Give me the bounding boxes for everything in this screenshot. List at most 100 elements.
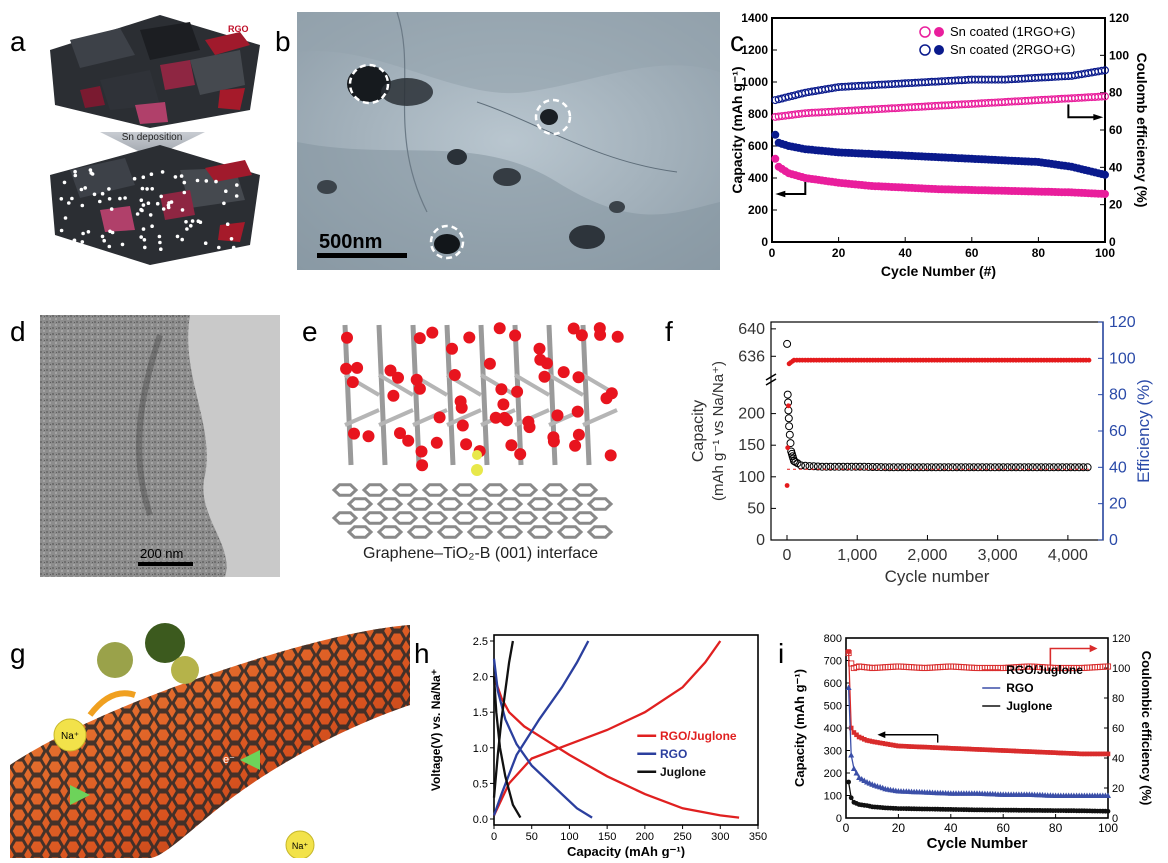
oxygen-atom (495, 383, 508, 396)
sn-particle-dot (217, 245, 221, 250)
panel-a-schematic: RGO Sn deposition (40, 10, 265, 272)
panel-b-tem-image: 500nm (297, 12, 720, 270)
oxygen-atom (605, 387, 618, 400)
fruit-icon (171, 656, 199, 684)
x-tick-label: 200 (636, 831, 654, 843)
data-point (1101, 170, 1110, 179)
data-point (943, 745, 948, 751)
legend-marker-filled (934, 45, 944, 55)
graphene-ring (556, 497, 584, 511)
rgo-sheets-illustration: RGO Sn deposition (50, 15, 260, 265)
y-tick-label: 0.0 (473, 814, 488, 826)
legend-label: Juglone (660, 765, 706, 779)
data-point (1097, 751, 1103, 757)
y-tick-label: 2.5 (473, 636, 488, 648)
graphene-ring (406, 525, 434, 539)
y-tick-label: 800 (824, 633, 842, 645)
capacity-point (906, 463, 915, 472)
scalebar-label: 200 nm (140, 546, 183, 561)
capacity-point (919, 463, 928, 472)
capacity-point (923, 463, 932, 472)
y2-tick-label: 80 (1109, 86, 1123, 100)
sn-particle-dot (107, 187, 111, 191)
sn-particle-dot (149, 172, 154, 176)
x-axis-label: Cycle Number (#) (881, 263, 996, 279)
data-point (906, 744, 912, 749)
capacity-point (915, 463, 923, 472)
data-point (1090, 751, 1095, 757)
data-point (972, 747, 977, 752)
data-point (898, 743, 904, 749)
sn-particle-dot (159, 247, 163, 251)
y-tick-label: 0.5 (473, 778, 488, 790)
data-point (848, 725, 854, 731)
oxygen-atom (410, 373, 423, 386)
step-label: Sn deposition (122, 132, 183, 143)
y2-tick-label: 80 (1109, 387, 1127, 404)
graphene-ring (526, 525, 554, 539)
y-tick-label: 100 (824, 791, 842, 803)
data-point (854, 732, 859, 738)
data-point (1087, 751, 1092, 757)
oxygen-atom (448, 369, 461, 381)
data-point (1040, 749, 1045, 755)
capacity-point (847, 462, 856, 471)
capacity-point (864, 462, 873, 471)
data-point (940, 745, 946, 751)
sn-particle-dot (142, 238, 147, 242)
sn-particle-dot (182, 180, 187, 185)
oxygen-atom (497, 398, 510, 411)
sodium-ion-label: Na⁺ (292, 841, 309, 851)
capacity-point (877, 463, 886, 472)
sn-particle-dot (88, 168, 93, 172)
x-tick-label: 300 (711, 831, 729, 843)
data-point (1032, 749, 1037, 755)
x-tick-label: 0 (769, 246, 776, 260)
capacity-point (978, 463, 987, 472)
capacity-point (982, 463, 991, 472)
data-point (938, 745, 943, 751)
data-point (869, 739, 875, 744)
oxygen-atom (533, 342, 546, 355)
graphene-ring (346, 525, 374, 539)
sn-particle-dot (73, 169, 77, 174)
graphene-ring (541, 483, 569, 497)
ti-o-bond (376, 324, 388, 466)
y2-axis-label: Coulombic efficiency (%) (1139, 651, 1154, 806)
efficiency-point (784, 483, 790, 488)
sn-particle-dot (86, 230, 91, 234)
y-tick-label: 400 (748, 171, 768, 185)
sn-particle-dot (157, 234, 162, 239)
sn-particle-dot (141, 175, 146, 179)
capacity-point (1070, 463, 1079, 472)
x-tick-label: 100 (560, 831, 578, 843)
arrowhead-icon (775, 190, 786, 198)
ti-o-bond (580, 324, 592, 466)
capacity-point (898, 463, 907, 472)
x-tick-label: 40 (944, 821, 958, 835)
x-tick-label: 4,000 (1048, 547, 1088, 564)
data-point (867, 738, 872, 744)
y-tick-label: 0 (761, 235, 768, 249)
data-point (1037, 749, 1043, 755)
capacity-point (835, 462, 843, 471)
capacity-point (969, 463, 978, 472)
data-point (1035, 749, 1040, 755)
data-point (1027, 749, 1032, 754)
oxygen-atom (346, 376, 359, 389)
data-point (948, 746, 954, 751)
panel-f-chart: 0 1,000 2,000 3,000 4,000 0 50 100 150 200 636 640 0… (663, 247, 1168, 587)
oxygen-atom (413, 382, 426, 395)
data-point (1095, 751, 1100, 757)
oxygen-atom (394, 427, 406, 440)
data-point (1016, 748, 1022, 754)
legend-label: RGO/Juglone (1006, 663, 1083, 677)
ti-o-bond (547, 373, 585, 397)
capacity-point (1003, 463, 1012, 472)
panel-label-c: c (730, 26, 744, 57)
scalebar (317, 253, 407, 258)
capacity-point (1058, 463, 1067, 472)
sn-particle-dot (182, 190, 187, 195)
capacity-point (885, 463, 894, 472)
x-tick-label: 20 (892, 821, 906, 835)
